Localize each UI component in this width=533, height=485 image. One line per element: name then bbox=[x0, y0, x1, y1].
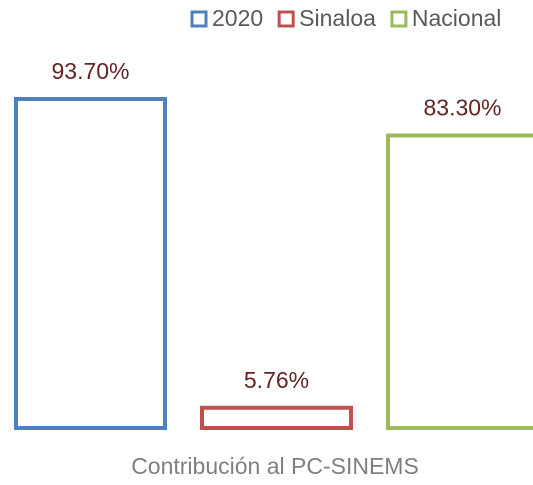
legend-label: Nacional bbox=[412, 5, 502, 31]
legend-swatch bbox=[390, 10, 408, 28]
legend-swatch bbox=[190, 10, 208, 28]
legend-label: Sinaloa bbox=[299, 5, 376, 31]
bar bbox=[14, 97, 167, 430]
value-label: 83.30% bbox=[423, 95, 501, 121]
value-label: 93.70% bbox=[51, 58, 129, 84]
legend-label: 2020 bbox=[212, 5, 263, 31]
legend-swatch bbox=[277, 10, 295, 28]
category-label: Contribución al PC-SINEMS bbox=[131, 453, 419, 479]
value-label: 5.76% bbox=[244, 367, 309, 393]
bar bbox=[200, 405, 353, 430]
bar bbox=[386, 133, 533, 430]
